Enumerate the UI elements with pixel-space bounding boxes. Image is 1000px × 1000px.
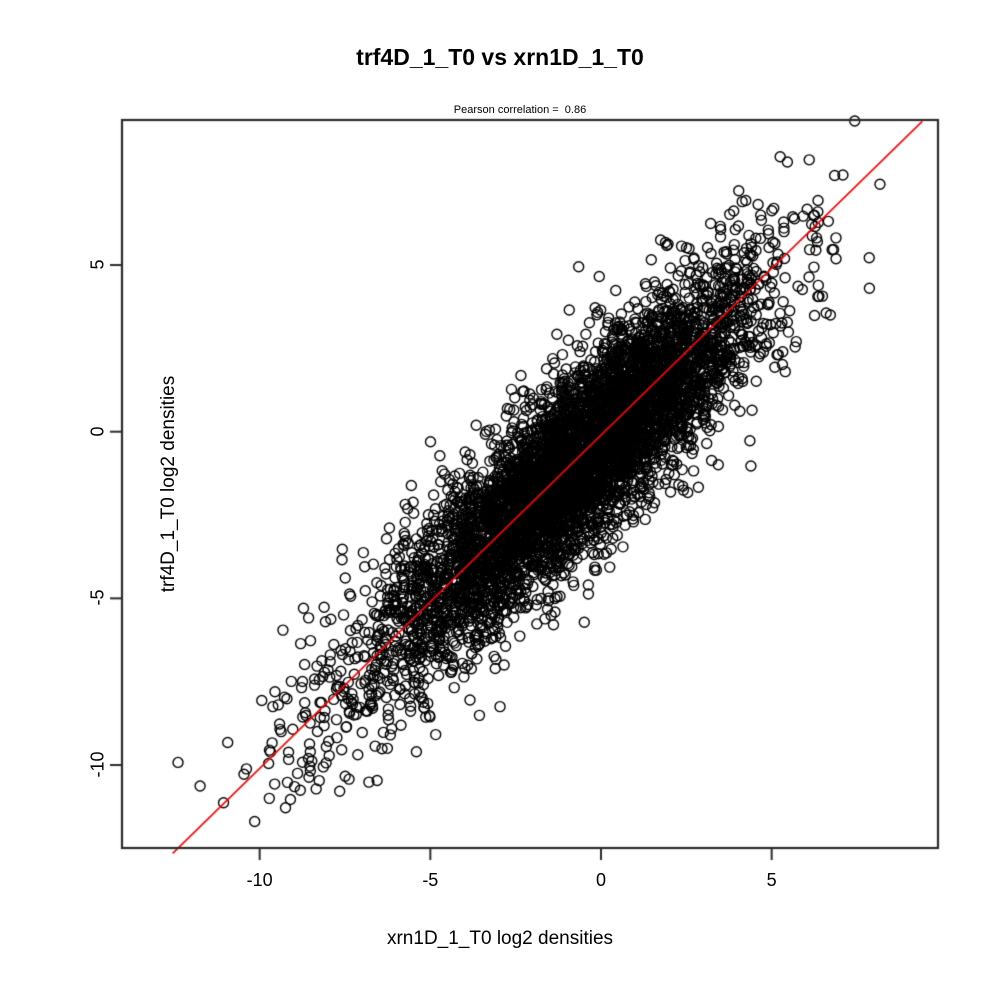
y-tick-label: 5: [87, 259, 108, 270]
x-tick-label: 5: [766, 870, 777, 890]
x-tick-label: 0: [595, 870, 606, 890]
y-axis-label: trf4D_1_T0 log2 densities: [158, 375, 179, 593]
x-tick-label: -10: [246, 870, 273, 890]
x-tick-label: -5: [422, 870, 439, 890]
y-tick-label: 0: [87, 426, 108, 437]
y-tick-label: -5: [87, 589, 108, 606]
x-axis-label: xrn1D_1_T0 log2 densities: [386, 928, 614, 949]
y-tick-label: -10: [87, 751, 108, 778]
